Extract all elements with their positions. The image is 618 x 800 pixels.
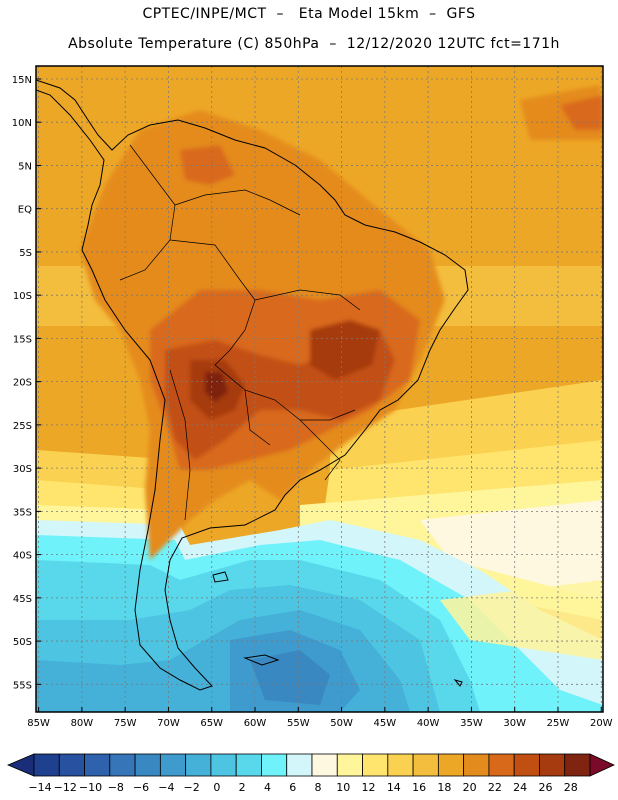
colorbar-labels: −14 −12 −10 −8 −6 −4 −2 0 2 4 6 8 10 12 14 16 18 20 22 24 26… xyxy=(28,781,577,794)
lat-label: 15S xyxy=(13,334,32,345)
colorbar-swatch xyxy=(311,753,338,777)
colorbar-label: −12 xyxy=(54,781,77,794)
lat-label: 45S xyxy=(13,594,32,605)
colorbar-label: −14 xyxy=(28,781,51,794)
lat-label: 55S xyxy=(13,680,32,691)
lat-label: 5S xyxy=(19,248,32,259)
lon-label: 55W xyxy=(287,718,310,729)
colorbar-swatch xyxy=(33,753,60,777)
colorbar-swatch xyxy=(539,753,566,777)
coastlines xyxy=(36,79,469,691)
lon-label: 35W xyxy=(460,718,483,729)
temperature-field xyxy=(36,66,603,712)
lat-label: 25S xyxy=(13,421,32,432)
country-borders xyxy=(119,144,361,521)
colorbar-swatch xyxy=(513,753,540,777)
map-title-variable: Absolute Temperature (C) 850hPa – 12/12/… xyxy=(68,36,560,52)
colorbar-over-arrow xyxy=(589,753,615,777)
colorbar-swatch xyxy=(261,753,288,777)
colorbar-swatch xyxy=(84,753,111,777)
colorbar-swatch xyxy=(109,753,136,777)
colorbar-swatch xyxy=(488,753,515,777)
lat-label: 10N xyxy=(12,118,32,129)
colorbar-swatch xyxy=(210,753,237,777)
lon-label: 30W xyxy=(503,718,526,729)
lon-label: 60W xyxy=(244,718,267,729)
colorbar-swatch xyxy=(362,753,389,777)
colorbar-label: 4 xyxy=(264,781,271,794)
colorbar-swatch xyxy=(235,753,262,777)
lat-label: 15N xyxy=(12,75,32,86)
lon-label: 65W xyxy=(200,718,223,729)
colorbar-under-arrow xyxy=(6,753,35,777)
colorbar-label: 18 xyxy=(437,781,451,794)
colorbar-label: 28 xyxy=(564,781,578,794)
latitude-labels: 15N 10N 5N EQ 5S 10S 15S 20S 25S 30S 35S 40S 45S 50S 5… xyxy=(12,75,41,691)
colorbar-label: 26 xyxy=(538,781,552,794)
colorbar-swatch xyxy=(463,753,490,777)
colorbar-label: 12 xyxy=(362,781,376,794)
lon-label: 20W xyxy=(590,718,613,729)
lon-label: 40W xyxy=(417,718,440,729)
colorbar-label: 0 xyxy=(213,781,220,794)
longitude-labels: 85W 80W 75W 70W 65W 60W 55W 50W 45W 40W 35W 30W 25W 2… xyxy=(27,707,613,729)
colorbar xyxy=(6,753,615,777)
map-frame xyxy=(35,65,604,713)
lon-label: 50W xyxy=(330,718,353,729)
colorbar-label: −8 xyxy=(108,781,124,794)
colorbar-swatch xyxy=(286,753,313,777)
colorbar-swatch xyxy=(185,753,212,777)
lat-label: 20S xyxy=(13,378,32,389)
colorbar-label: −4 xyxy=(158,781,174,794)
colorbar-swatch xyxy=(336,753,363,777)
colorbar-label: 2 xyxy=(239,781,246,794)
colorbar-label: 8 xyxy=(315,781,322,794)
colorbar-swatch xyxy=(564,753,591,777)
colorbar-swatch xyxy=(134,753,161,777)
map-title-source: CPTEC/INPE/MCT – Eta Model 15km – GFS xyxy=(142,6,476,22)
colorbar-label: 16 xyxy=(412,781,426,794)
colorbar-label: −10 xyxy=(79,781,102,794)
lon-label: 85W xyxy=(27,718,50,729)
lon-label: 25W xyxy=(547,718,570,729)
colorbar-swatch xyxy=(159,753,187,777)
colorbar-label: 22 xyxy=(488,781,502,794)
lon-label: 70W xyxy=(157,718,180,729)
colorbar-label: 10 xyxy=(336,781,350,794)
lat-label: 10S xyxy=(13,291,32,302)
lat-label: EQ xyxy=(18,205,32,216)
colorbar-label: −2 xyxy=(184,781,200,794)
lon-label: 80W xyxy=(71,718,94,729)
colorbar-swatch xyxy=(437,753,465,777)
lat-label: 35S xyxy=(13,507,32,518)
colorbar-label: 6 xyxy=(289,781,296,794)
lat-label: 50S xyxy=(13,637,32,648)
colorbar-label: 14 xyxy=(387,781,401,794)
colorbar-swatch xyxy=(58,753,85,777)
colorbar-label: −6 xyxy=(133,781,149,794)
lat-label: 5N xyxy=(18,161,32,172)
lon-label: 45W xyxy=(374,718,397,729)
lat-label: 30S xyxy=(13,464,32,475)
colorbar-label: 24 xyxy=(513,781,527,794)
lon-label: 75W xyxy=(114,718,137,729)
colorbar-label: 20 xyxy=(463,781,477,794)
lat-label: 40S xyxy=(13,551,32,562)
colorbar-swatch xyxy=(387,753,414,777)
colorbar-swatch xyxy=(412,753,439,777)
